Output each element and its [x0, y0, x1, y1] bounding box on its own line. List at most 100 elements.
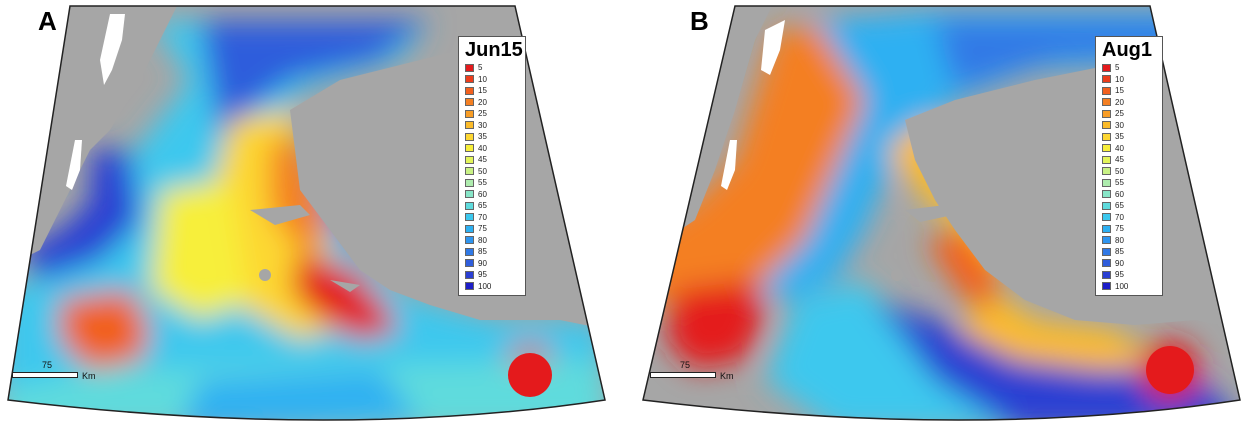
legend-swatch — [1102, 247, 1111, 256]
legend-label: 20 — [478, 97, 487, 107]
legend-swatch — [1102, 63, 1111, 72]
legend-item: 10 — [465, 74, 525, 86]
legend-item: 75 — [465, 223, 525, 235]
island — [250, 205, 310, 225]
legend-label: 35 — [1115, 132, 1124, 142]
legend-swatch — [1102, 178, 1111, 187]
scale-unit: Km — [720, 371, 734, 381]
legend-label: 55 — [478, 178, 487, 188]
legend-swatch — [465, 86, 474, 95]
legend-swatch — [465, 259, 474, 268]
legend-label: 5 — [1115, 63, 1120, 73]
legend-swatch — [1102, 190, 1111, 199]
legend-item: 60 — [465, 189, 525, 201]
legend-item: 30 — [1102, 120, 1162, 132]
legend-item: 65 — [1102, 200, 1162, 212]
legend-item: 25 — [465, 108, 525, 120]
legend-swatch — [1102, 109, 1111, 118]
scale-bar-rect — [12, 372, 78, 378]
map-frame — [642, 5, 1241, 421]
legend-label: 25 — [1115, 109, 1124, 119]
legend-item: 85 — [465, 246, 525, 258]
map-b — [642, 5, 1241, 421]
legend-swatch — [1102, 98, 1111, 107]
legend-label: 25 — [478, 109, 487, 119]
legend-item: 15 — [1102, 85, 1162, 97]
panel-letter: B — [690, 6, 709, 36]
legend-item: 40 — [465, 143, 525, 155]
legend-item: 50 — [465, 166, 525, 178]
map-frame — [7, 5, 606, 421]
legend-item: 65 — [465, 200, 525, 212]
legend-swatch — [465, 190, 474, 199]
legend-label: 45 — [478, 155, 487, 165]
legend-label: 95 — [478, 270, 487, 280]
legend-label: 85 — [1115, 247, 1124, 257]
legend-label: 15 — [478, 86, 487, 96]
legend-swatch — [1102, 282, 1111, 291]
legend-item: 10 — [1102, 74, 1162, 86]
legend-swatch — [465, 75, 474, 84]
legend-item: 55 — [1102, 177, 1162, 189]
legend-label: 10 — [478, 74, 487, 84]
legend-label: 80 — [1115, 235, 1124, 245]
legend-title: Jun15 — [465, 39, 523, 61]
legend-label: 35 — [478, 132, 487, 142]
legend-label: 50 — [478, 166, 487, 176]
legend-swatch — [465, 247, 474, 256]
legend-item: 45 — [465, 154, 525, 166]
legend: Aug1 5 10 15 20 25 30 35 40 45 50 55 60 65 70 75 80 85 90… — [1095, 36, 1163, 296]
legend-label: 15 — [1115, 86, 1124, 96]
panel-letter: A — [38, 6, 57, 36]
legend: Jun15 5 10 15 20 25 30 35 40 45 50 55 60 65 70 75 80 85 9… — [458, 36, 526, 296]
legend-swatch — [465, 282, 474, 291]
legend-label: 65 — [1115, 201, 1124, 211]
legend-item: 20 — [465, 97, 525, 109]
legend-item: 95 — [465, 269, 525, 281]
legend-label: 90 — [1115, 258, 1124, 268]
legend-item: 50 — [1102, 166, 1162, 178]
hotspot — [1146, 346, 1194, 394]
legend-label: 85 — [478, 247, 487, 257]
legend-swatch — [465, 167, 474, 176]
legend-label: 50 — [1115, 166, 1124, 176]
legend-swatch — [1102, 132, 1111, 141]
legend-item: 90 — [1102, 258, 1162, 270]
legend-swatch — [465, 155, 474, 164]
legend-item: 45 — [1102, 154, 1162, 166]
legend-label: 80 — [478, 235, 487, 245]
map-panel-a: A Jun15 5 10 15 20 25 30 35 40 45 50 55 60 65 70 75 80 8… — [0, 0, 610, 430]
legend-label: 20 — [1115, 97, 1124, 107]
legend-swatch — [1102, 144, 1111, 153]
legend-label: 75 — [478, 224, 487, 234]
legend-item: 5 — [465, 62, 525, 74]
legend-swatch — [465, 132, 474, 141]
map-panel-b: B Aug1 5 10 15 20 25 30 35 40 45 50 55 60 65 70 75 80 85… — [635, 0, 1245, 430]
legend-item: 95 — [1102, 269, 1162, 281]
legend-label: 100 — [478, 281, 492, 291]
legend-swatch — [1102, 167, 1111, 176]
legend-item: 40 — [1102, 143, 1162, 155]
lake — [761, 20, 785, 75]
legend-label: 70 — [478, 212, 487, 222]
legend-label: 70 — [1115, 212, 1124, 222]
legend-swatch — [1102, 201, 1111, 210]
legend-swatch — [1102, 236, 1111, 245]
probability-surface — [8, 20, 605, 420]
legend-item: 55 — [465, 177, 525, 189]
legend-label: 100 — [1115, 281, 1129, 291]
legend-swatch — [1102, 75, 1111, 84]
legend-swatch — [465, 270, 474, 279]
east-landmass — [290, 30, 605, 330]
legend-rows: 5 10 15 20 25 30 35 40 45 50 55 60 65 70 75 80 85 90 95 100 — [465, 62, 525, 292]
lake — [721, 140, 737, 190]
legend-item: 80 — [465, 235, 525, 247]
legend-label: 95 — [1115, 270, 1124, 280]
legend-label: 65 — [478, 201, 487, 211]
legend-item: 25 — [1102, 108, 1162, 120]
legend-item: 70 — [1102, 212, 1162, 224]
legend-item: 100 — [465, 281, 525, 293]
legend-label: 30 — [1115, 120, 1124, 130]
legend-label: 60 — [478, 189, 487, 199]
legend-item: 35 — [1102, 131, 1162, 143]
